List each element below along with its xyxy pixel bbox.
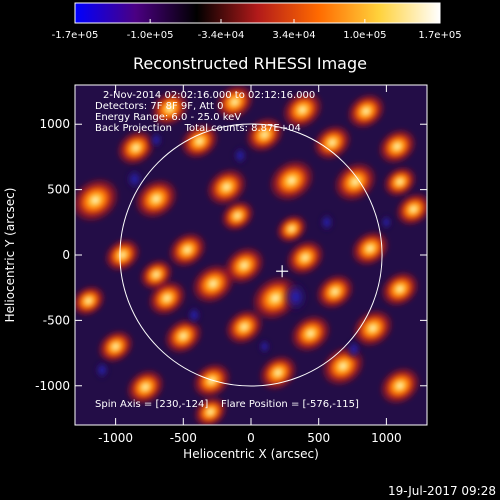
bright-blob [350,230,390,267]
colorbar-tick-label: -3.4e+04 [198,30,245,41]
bright-blob [346,93,386,130]
bright-blob [150,90,190,127]
bright-blob [205,167,248,207]
annotation-method: Back Projection Total counts: 8.87E+04 [95,123,301,134]
bright-blob [134,178,179,220]
y-tick-label: 1000 [39,117,70,131]
dark-spot [345,338,363,360]
dark-spot [257,337,272,356]
bright-blob [268,158,315,202]
bright-blob [139,258,174,291]
bright-blob [75,284,106,317]
bright-blob [116,129,156,166]
colorbar-ticks: -1.7e+05 -1.0e+05 -3.4e+04 3.4e+04 1.0e+05 1.… [52,19,462,41]
y-axis-ticks: -1000 -500 0 500 1000 [35,117,427,393]
dark-spot [379,213,394,232]
colorbar-tick-label: -1.0e+05 [127,30,174,41]
y-tick-label: -1000 [35,379,70,393]
bright-blob [258,354,298,391]
annotation-energy: Energy Range: 6.0 - 25.0 keV [95,112,241,123]
bright-blob [281,90,324,130]
bright-blob [275,214,308,244]
colorbar [74,2,441,24]
x-tick-label: 500 [307,431,330,445]
colorbar-tick-label: 1.0e+05 [343,30,386,41]
bright-blob [193,396,228,425]
bright-blob [97,329,134,364]
y-axis-label: Heliocentric Y (arcsec) [3,188,17,323]
bright-blob [312,124,352,161]
bright-blob [315,273,355,310]
bright-blob [215,85,255,121]
bright-blob [75,177,120,223]
colorbar-tick-label: 1.7e+05 [418,30,461,41]
dark-spot [318,211,336,234]
heatmap-dark-features [93,130,394,381]
annotation-time-range: 2-Nov-2014 02:02:16.000 to 02:12:16.000 [103,90,315,101]
dark-spot [124,166,145,192]
bright-blob [379,366,421,406]
annotation-detectors: Detectors: 7F 8F 9F, Att 0 [95,101,223,112]
annotation-spin-flare: Spin Axis = [230,-124] Flare Position = … [95,399,359,410]
x-tick-label: 0 [247,431,255,445]
solar-limb-circle [119,123,383,387]
y-tick-label: 500 [47,183,70,197]
bright-blob [285,239,325,276]
x-axis-ticks: -1000 -500 0 500 1000 [98,85,402,445]
x-tick-label: 1000 [371,431,402,445]
footer-timestamp: 19-Jul-2017 09:28 [388,484,496,498]
x-tick-label: -1000 [98,431,133,445]
spin-axis-marker [276,265,289,278]
bright-blob [377,128,417,165]
x-axis-label: Heliocentric X (arcsec) [183,447,319,461]
bright-blob [380,270,420,308]
bright-blob [163,317,203,355]
chart-title: Reconstructed RHESSI Image [133,54,367,73]
x-tick-label: -500 [170,431,197,445]
dark-spot [281,278,311,315]
bright-blob [289,314,332,353]
dark-spot [185,304,203,326]
bright-blob [220,199,255,232]
bright-blob [352,308,394,348]
bright-blob [180,123,220,160]
bright-blob [382,165,418,198]
colorbar-tick-label: 3.4e+04 [272,30,315,41]
bright-blob [224,308,264,346]
dark-spot [231,144,249,167]
y-tick-label: -500 [43,313,70,327]
bright-blob [191,263,236,305]
heatmap-image [75,85,427,425]
bright-blob [395,192,427,227]
bright-blob [104,238,141,272]
dark-spot [148,130,165,150]
dark-spot [93,359,111,381]
bright-blob [167,231,207,268]
y-tick-label: 0 [62,248,70,262]
colorbar-tick-label: -1.7e+05 [52,30,99,41]
bright-blob [125,368,165,406]
